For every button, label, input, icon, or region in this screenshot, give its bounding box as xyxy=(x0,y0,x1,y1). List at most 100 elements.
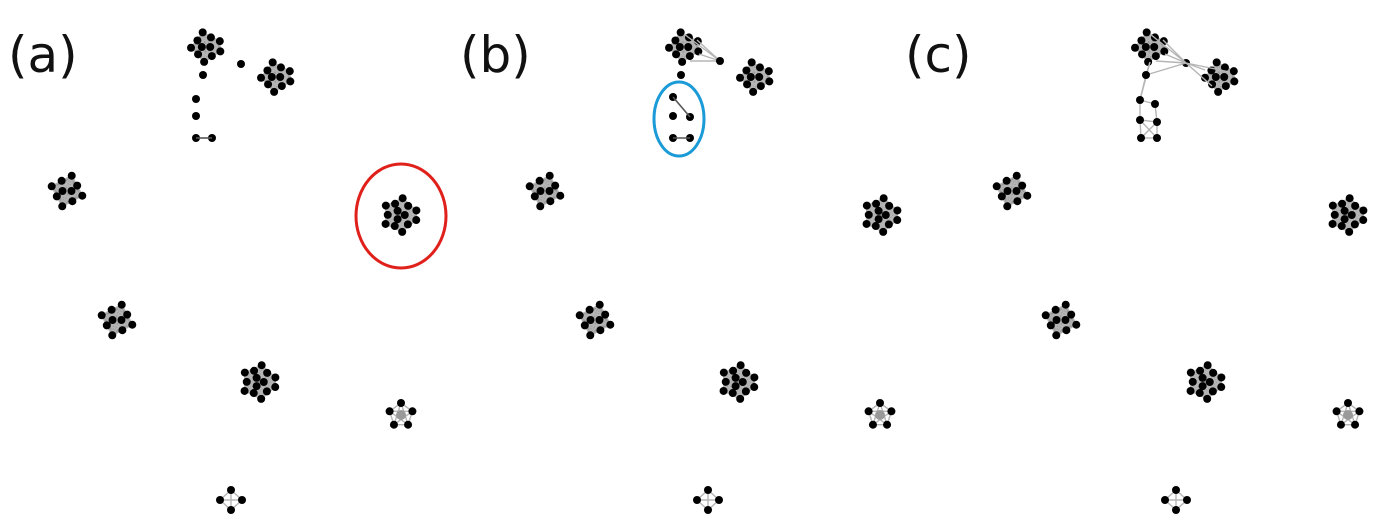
graph-node xyxy=(1052,316,1061,324)
graph-node xyxy=(1003,202,1012,211)
graph-edge xyxy=(1139,119,1158,139)
graph-layer xyxy=(47,28,1368,514)
graph-node xyxy=(545,171,554,180)
graph-node xyxy=(1138,50,1147,59)
cluster-c-top-left xyxy=(1131,28,1169,66)
graph-node xyxy=(1340,206,1349,215)
pentagon-b xyxy=(864,399,896,429)
graph-node xyxy=(1205,378,1214,386)
cluster-a-bottom xyxy=(240,361,280,403)
graph-edge xyxy=(1155,60,1187,64)
cluster-b-left xyxy=(525,171,565,211)
graph-node xyxy=(240,386,249,395)
graph-node xyxy=(887,407,896,416)
diamond-a xyxy=(216,486,246,514)
graph-edge xyxy=(203,40,221,63)
graph-node xyxy=(271,383,280,392)
graph-node xyxy=(381,219,390,228)
graph-edge xyxy=(1147,40,1165,63)
graph-node xyxy=(73,181,82,190)
graph-node xyxy=(412,206,421,215)
cluster-b-right xyxy=(862,194,902,236)
cluster-a-top-right xyxy=(257,58,295,96)
panel-label-c: (c) xyxy=(905,26,972,84)
graph-node xyxy=(264,80,273,89)
graph-node xyxy=(536,202,545,211)
graph-node xyxy=(742,368,751,377)
graph-node xyxy=(1211,73,1220,81)
graph-node xyxy=(58,202,67,211)
graph-node xyxy=(268,58,277,67)
graph-node xyxy=(1186,386,1195,395)
graph-edge xyxy=(681,40,699,63)
graph-edge xyxy=(51,184,78,187)
graph-node xyxy=(1230,77,1239,86)
graph-node xyxy=(1201,73,1210,82)
graph-node xyxy=(257,394,266,403)
graph-node xyxy=(746,73,755,81)
graph-node xyxy=(669,112,677,120)
cluster-hull xyxy=(875,410,885,420)
graph-node xyxy=(731,373,740,382)
graph-node xyxy=(883,420,892,429)
graph-node xyxy=(1340,215,1349,224)
graph-node xyxy=(1151,52,1160,61)
graph-node xyxy=(47,182,56,191)
graph-node xyxy=(1188,377,1197,386)
graph-node xyxy=(721,377,730,386)
graph-node xyxy=(128,320,137,329)
graph-node xyxy=(606,320,615,329)
graph-node xyxy=(874,215,883,224)
graph-node xyxy=(755,63,764,72)
graph-edge xyxy=(101,313,128,316)
graph-node xyxy=(595,300,604,309)
graph-node xyxy=(862,219,871,228)
graph-node xyxy=(884,220,893,229)
graph-node xyxy=(240,368,249,377)
graph-edge xyxy=(1185,62,1213,87)
graph-node xyxy=(893,206,902,215)
graph-edge xyxy=(579,313,606,316)
graph-node xyxy=(874,206,883,215)
graph-node xyxy=(704,506,712,514)
graph-node xyxy=(1209,368,1218,377)
graph-node xyxy=(215,37,224,46)
graph-node xyxy=(546,197,555,206)
graph-node xyxy=(893,216,902,225)
graph-node xyxy=(1023,191,1032,200)
graph-node xyxy=(227,506,235,514)
cluster-hull xyxy=(396,410,406,420)
graph-node xyxy=(383,210,392,219)
graph-node xyxy=(525,182,534,191)
graph-node xyxy=(206,33,215,42)
graph-node xyxy=(1172,506,1180,514)
graph-node xyxy=(736,361,745,370)
graph-node xyxy=(1345,194,1354,203)
graph-node xyxy=(868,420,877,429)
graph-node xyxy=(237,60,245,68)
graph-node xyxy=(381,201,390,210)
graph-node xyxy=(200,57,209,66)
graph-node xyxy=(263,368,272,377)
graph-node xyxy=(398,194,407,203)
graph-node xyxy=(997,192,1006,201)
graph-node xyxy=(742,66,751,75)
graph-node xyxy=(390,222,399,231)
graph-node xyxy=(672,50,681,59)
graph-node xyxy=(530,192,539,201)
graph-node xyxy=(57,176,66,185)
graph-edge xyxy=(1217,70,1235,93)
graph-node xyxy=(67,171,76,180)
graph-node xyxy=(1198,382,1207,391)
graph-node xyxy=(1221,82,1230,91)
cluster-c-mid-left xyxy=(1041,300,1081,340)
graph-node xyxy=(277,82,286,91)
graph-node xyxy=(1051,305,1060,314)
cluster-a-mid-left xyxy=(97,300,137,340)
graph-node xyxy=(271,373,280,382)
cluster-a-top-left xyxy=(187,28,225,66)
graph-node xyxy=(872,199,881,208)
graph-node xyxy=(879,227,888,236)
graph-edge xyxy=(1149,33,1187,64)
